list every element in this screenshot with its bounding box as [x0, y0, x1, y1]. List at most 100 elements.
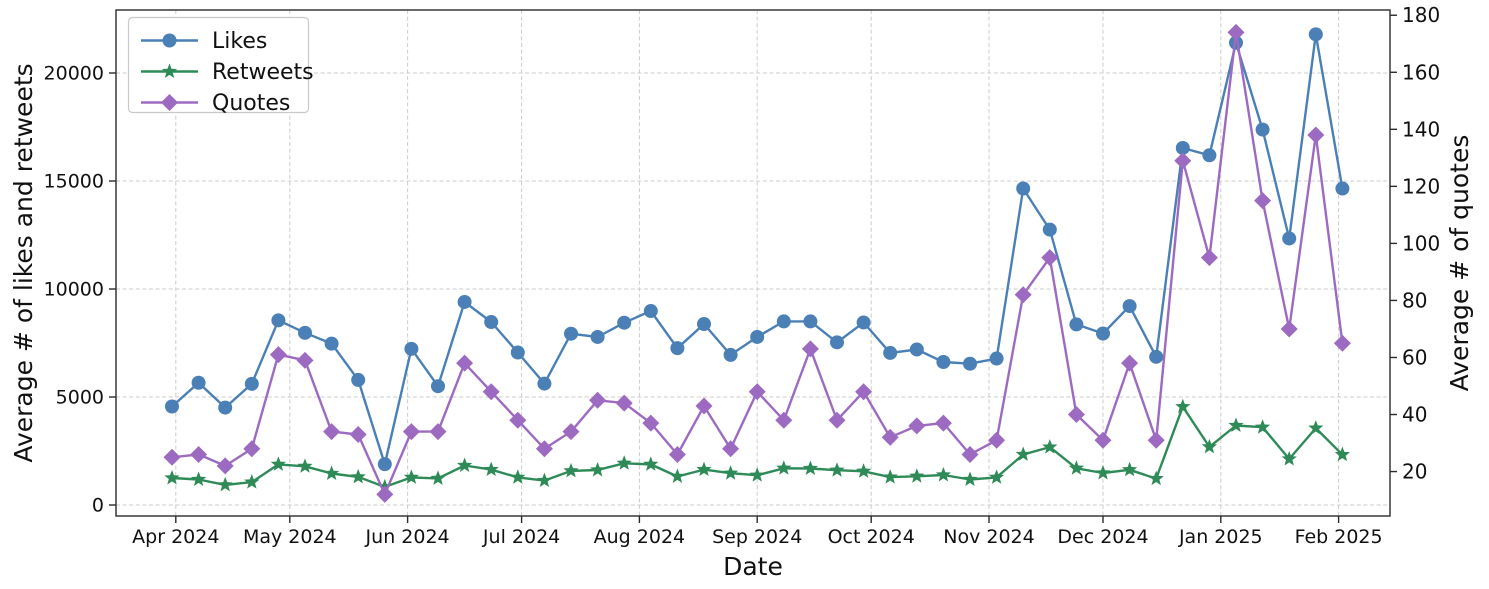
- likes-marker: [1069, 317, 1084, 332]
- retweets-marker: [563, 462, 579, 478]
- legend-label-quotes: Quotes: [212, 91, 290, 116]
- quotes-marker: [615, 394, 633, 412]
- quotes-marker: [988, 431, 1006, 449]
- retweets-marker: [1201, 438, 1218, 454]
- retweets-marker: [935, 466, 952, 482]
- retweets-marker: [1254, 419, 1271, 434]
- retweets-marker: [776, 460, 792, 475]
- quotes-marker: [1174, 152, 1192, 170]
- likes-marker: [697, 316, 711, 331]
- quotes-marker: [323, 423, 341, 441]
- likes-marker: [1229, 35, 1243, 50]
- quotes-marker: [828, 411, 846, 429]
- quotes-marker: [934, 414, 952, 432]
- x-tick-label: Jul 2024: [482, 526, 560, 548]
- retweets-marker: [669, 468, 686, 483]
- x-tick-label: Sep 2024: [712, 526, 802, 548]
- quotes-marker: [908, 417, 926, 435]
- legend-item-quotes: Quotes: [141, 91, 290, 116]
- retweets-marker: [616, 455, 632, 470]
- retweets-marker: [1015, 446, 1031, 461]
- likes-marker: [776, 314, 791, 329]
- quotes-marker: [855, 383, 873, 401]
- y-right-tick-label: 80: [1402, 288, 1427, 312]
- quotes-marker: [269, 346, 287, 364]
- quotes-marker: [216, 457, 234, 475]
- quotes-marker: [801, 340, 819, 358]
- likes-marker: [537, 376, 552, 391]
- likes-marker: [351, 372, 366, 387]
- x-tick-label: Jan 2025: [1178, 526, 1263, 548]
- quotes-marker: [1147, 431, 1165, 449]
- y-left-tick-label: 20000: [44, 63, 104, 85]
- likes-marker: [298, 325, 312, 340]
- x-tick-label: Aug 2024: [594, 526, 686, 548]
- legend-diamond-marker: [161, 94, 178, 111]
- likes-marker: [590, 329, 605, 344]
- retweets-marker: [217, 476, 233, 492]
- retweets-marker: [270, 456, 287, 471]
- likes-marker: [218, 400, 233, 415]
- likes-marker: [191, 375, 206, 390]
- retweets-marker: [1281, 450, 1297, 466]
- y-axis-left-ticks: 0 5000 10000 15000 20000: [44, 63, 116, 517]
- likes-marker: [617, 315, 632, 330]
- retweets-marker: [802, 460, 819, 475]
- y-right-tick-label: 20: [1402, 460, 1427, 484]
- quotes-marker: [562, 423, 580, 441]
- legend-star-marker: [161, 63, 178, 78]
- retweets-marker: [297, 458, 313, 473]
- quotes-marker: [775, 411, 793, 429]
- retweets-marker: [510, 469, 526, 484]
- quotes-marker: [402, 423, 420, 441]
- retweets-marker: [988, 469, 1005, 484]
- quotes-marker: [668, 445, 686, 463]
- likes-marker: [830, 335, 844, 350]
- likes-marker: [1016, 181, 1031, 196]
- likes-marker: [1149, 349, 1164, 364]
- y-left-tick-label: 10000: [44, 279, 104, 301]
- retweets-marker: [190, 471, 207, 486]
- likes-marker: [457, 294, 472, 309]
- legend: Likes Retweets Quotes: [127, 16, 314, 116]
- x-axis-label: Date: [723, 552, 783, 581]
- retweets-marker: [855, 463, 872, 478]
- retweets-marker: [1148, 470, 1164, 486]
- quotes-marker: [642, 414, 660, 432]
- series-quotes: [163, 23, 1351, 503]
- series-retweets: [164, 398, 1351, 494]
- gridlines: [116, 10, 1390, 516]
- x-tick-label: May 2024: [243, 526, 337, 548]
- quotes-marker: [1121, 354, 1139, 372]
- retweets-marker: [1095, 465, 1111, 480]
- likes-marker: [431, 379, 445, 394]
- likes-marker: [1202, 148, 1217, 163]
- retweets-marker: [164, 470, 180, 485]
- legend-label-likes: Likes: [212, 29, 267, 54]
- likes-marker: [1255, 122, 1270, 137]
- likes-marker: [484, 315, 499, 330]
- y-right-tick-label: 120: [1402, 174, 1440, 198]
- retweets-marker: [1068, 460, 1085, 475]
- x-tick-label: Oct 2024: [828, 526, 915, 548]
- plot-border: [115, 9, 1391, 517]
- y-right-tick-label: 40: [1402, 403, 1427, 427]
- legend-item-likes: Likes: [141, 29, 267, 54]
- retweets-marker: [323, 465, 340, 480]
- quotes-marker: [376, 485, 394, 503]
- quotes-marker: [1307, 126, 1325, 144]
- likes-marker: [324, 336, 339, 351]
- retweets-marker: [430, 470, 446, 485]
- retweets-marker: [1308, 420, 1324, 435]
- x-tick-label: Nov 2024: [943, 526, 1034, 548]
- likes-marker: [670, 341, 685, 356]
- quotes-marker: [190, 445, 208, 463]
- retweets-marker: [483, 461, 499, 477]
- quotes-marker: [429, 423, 447, 441]
- legend-circle-marker: [162, 33, 177, 48]
- quotes-marker: [881, 428, 899, 446]
- likes-marker: [989, 351, 1004, 366]
- x-tick-label: Dec 2024: [1057, 526, 1148, 548]
